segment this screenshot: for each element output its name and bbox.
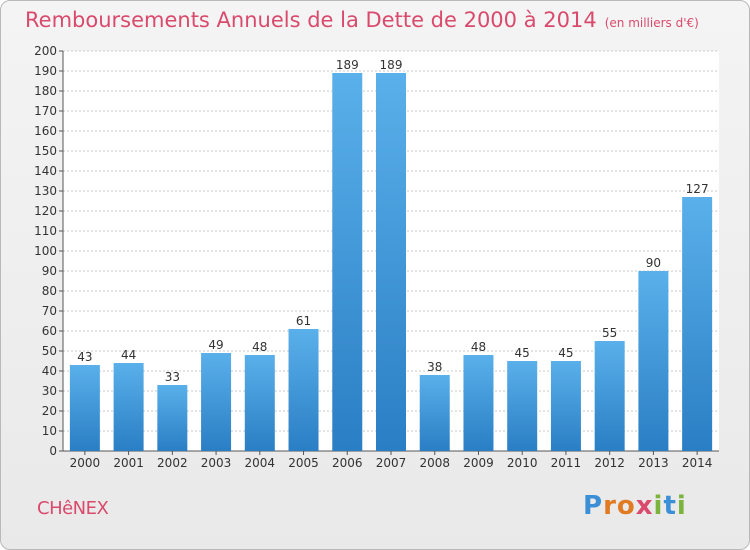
bar bbox=[463, 355, 494, 451]
y-tick-label: 80 bbox=[42, 284, 57, 298]
proxiti-logo[interactable]: Proxiti bbox=[583, 491, 687, 521]
data-label: 48 bbox=[252, 340, 267, 354]
bar bbox=[419, 375, 450, 451]
logo-letter: x bbox=[635, 491, 654, 521]
logo-letter: i bbox=[653, 491, 664, 521]
y-tick-label: 0 bbox=[49, 444, 57, 458]
logo-letter: i bbox=[676, 491, 687, 521]
x-tick-label: 2001 bbox=[113, 456, 144, 470]
y-tick-label: 140 bbox=[34, 164, 57, 178]
data-label: 43 bbox=[77, 350, 92, 364]
y-tick-label: 170 bbox=[34, 104, 57, 118]
y-tick-label: 110 bbox=[34, 224, 57, 238]
x-tick-label: 2007 bbox=[376, 456, 407, 470]
bar bbox=[113, 363, 144, 451]
data-label: 44 bbox=[121, 348, 136, 362]
bar bbox=[157, 385, 188, 451]
bar bbox=[507, 361, 538, 451]
bar bbox=[69, 365, 100, 451]
y-tick-label: 190 bbox=[34, 64, 57, 78]
data-label: 127 bbox=[686, 182, 709, 196]
y-tick-label: 30 bbox=[42, 384, 57, 398]
y-tick-label: 160 bbox=[34, 124, 57, 138]
data-label: 189 bbox=[336, 58, 359, 72]
bar bbox=[682, 197, 713, 451]
bar bbox=[376, 73, 406, 451]
data-label: 45 bbox=[515, 346, 530, 360]
y-tick-label: 40 bbox=[42, 364, 57, 378]
y-tick-label: 100 bbox=[34, 244, 57, 258]
y-tick-label: 120 bbox=[34, 204, 57, 218]
bar bbox=[201, 353, 232, 451]
x-tick-label: 2000 bbox=[70, 456, 101, 470]
x-tick-label: 2010 bbox=[507, 456, 538, 470]
logo-letter: o bbox=[616, 491, 636, 521]
logo-letter: t bbox=[663, 491, 677, 521]
data-label: 189 bbox=[380, 58, 403, 72]
data-label: 61 bbox=[296, 314, 311, 328]
logo-letter: r bbox=[603, 491, 617, 521]
x-tick-label: 2009 bbox=[463, 456, 494, 470]
bar bbox=[550, 361, 581, 451]
data-label: 49 bbox=[208, 338, 223, 352]
x-tick-label: 2011 bbox=[551, 456, 582, 470]
y-tick-label: 130 bbox=[34, 184, 57, 198]
x-tick-label: 2014 bbox=[682, 456, 713, 470]
y-tick-label: 90 bbox=[42, 264, 57, 278]
title-text: Remboursements Annuels de la Dette de 20… bbox=[25, 8, 597, 32]
data-label: 33 bbox=[165, 370, 180, 384]
y-tick-label: 50 bbox=[42, 344, 57, 358]
data-label: 38 bbox=[427, 360, 442, 374]
y-tick-label: 180 bbox=[34, 84, 57, 98]
data-label: 90 bbox=[646, 256, 661, 270]
y-tick-label: 150 bbox=[34, 144, 57, 158]
chart-title: Remboursements Annuels de la Dette de 20… bbox=[25, 8, 699, 32]
bar bbox=[288, 329, 319, 451]
x-tick-label: 2002 bbox=[157, 456, 188, 470]
y-tick-label: 70 bbox=[42, 304, 57, 318]
y-tick-label: 60 bbox=[42, 324, 57, 338]
y-tick-label: 200 bbox=[34, 44, 57, 58]
unit-label: (en milliers d'€) bbox=[604, 16, 699, 30]
x-tick-label: 2008 bbox=[419, 456, 450, 470]
x-tick-label: 2004 bbox=[245, 456, 276, 470]
x-tick-label: 2006 bbox=[332, 456, 363, 470]
bar bbox=[638, 271, 669, 451]
data-label: 45 bbox=[558, 346, 573, 360]
bar bbox=[594, 341, 625, 451]
x-tick-label: 2012 bbox=[594, 456, 625, 470]
x-tick-label: 2003 bbox=[201, 456, 232, 470]
bar bbox=[244, 355, 275, 451]
y-tick-label: 20 bbox=[42, 404, 57, 418]
city-name: CHêNEX bbox=[37, 498, 109, 519]
logo-letter: P bbox=[583, 491, 604, 521]
data-label: 48 bbox=[471, 340, 486, 354]
data-label: 55 bbox=[602, 326, 617, 340]
bar bbox=[332, 73, 363, 451]
x-tick-label: 2005 bbox=[288, 456, 319, 470]
y-tick-label: 10 bbox=[42, 424, 57, 438]
x-tick-label: 2013 bbox=[638, 456, 669, 470]
